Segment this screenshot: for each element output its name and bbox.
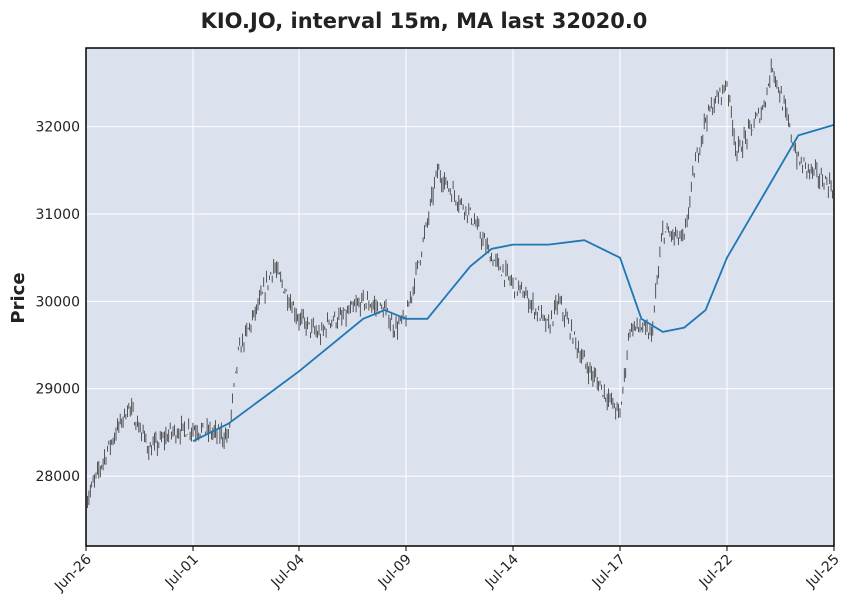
x-tick-label: Jul-04 <box>268 551 308 591</box>
x-tick-label: Jul-09 <box>375 552 415 592</box>
plot-area <box>86 48 834 546</box>
x-tick-label: Jul-25 <box>803 552 843 592</box>
y-tick-label: 28000 <box>35 469 80 485</box>
y-tick-label: 31000 <box>35 207 80 223</box>
y-tick-label: 32000 <box>35 120 80 136</box>
plot-frame <box>85 47 835 547</box>
y-tick-label: 30000 <box>35 294 80 310</box>
moving-average-line <box>192 124 835 443</box>
y-axis: 28000 29000 30000 31000 32000 <box>35 120 80 485</box>
price-series <box>85 58 833 513</box>
chart-title: KIO.JO, interval 15m, MA last 32020.0 <box>201 9 648 33</box>
x-axis: Jun-26 Jul-01 Jul-04 Jul-09 Jul-14 Jul-17 Jul-… <box>51 546 843 595</box>
y-tick-label: 29000 <box>35 382 80 398</box>
y-axis-label: Price <box>8 272 29 323</box>
x-tick-label: Jul-14 <box>482 551 522 591</box>
x-tick-label: Jun-26 <box>51 551 95 595</box>
x-tick-label: Jul-22 <box>696 552 736 592</box>
x-tick-label: Jul-01 <box>162 552 202 592</box>
x-tick-label: Jul-17 <box>589 552 629 592</box>
